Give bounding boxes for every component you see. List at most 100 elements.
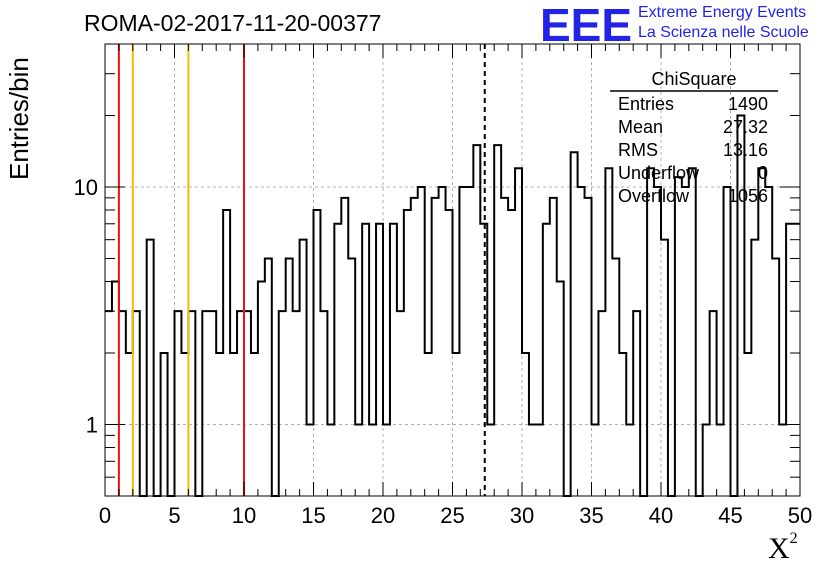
- x-axis: 0 5 10 15 20 25 30 35 40 45 50: [99, 44, 812, 528]
- grid-lines: [105, 44, 800, 496]
- histogram-bars: [105, 114, 800, 497]
- x-tick-label: 5: [168, 503, 180, 528]
- stats-header: ChiSquare: [651, 69, 736, 89]
- eee-logo: EEE: [540, 0, 633, 51]
- stats-box: ChiSquare Entries 1490 Mean 27.32 RMS 13.16 Und…: [610, 69, 778, 206]
- x-axis-label-base: X: [768, 532, 790, 565]
- histogram-bin: [341, 198, 348, 496]
- x-tick-label: 40: [649, 503, 673, 528]
- stats-value: 27.32: [723, 117, 768, 137]
- histogram-bin: [279, 311, 286, 496]
- histogram-bin: [494, 145, 501, 496]
- stats-label: Underflow: [618, 163, 700, 183]
- histogram-bin: [432, 198, 439, 496]
- histogram-bin: [515, 168, 522, 496]
- histogram-bin: [661, 240, 668, 496]
- histogram-bin: [557, 282, 564, 496]
- histogram-bin: [334, 224, 341, 496]
- x-tick-label: 10: [232, 503, 256, 528]
- logo-line-2: La Scienza nelle Scuole: [638, 24, 809, 41]
- histogram-bin: [598, 311, 605, 496]
- x-tick-label: 25: [440, 503, 464, 528]
- histogram-bin: [202, 311, 209, 496]
- histogram-bin: [626, 425, 633, 496]
- histogram-bin: [147, 240, 154, 496]
- histogram-bin: [320, 311, 327, 496]
- logo-line-1: Extreme Energy Events: [638, 4, 807, 21]
- histogram-bin: [585, 198, 592, 496]
- stats-label: Mean: [618, 117, 663, 137]
- histogram-bin: [536, 425, 543, 496]
- x-tick-label: 45: [718, 503, 742, 528]
- x-tick-label: 0: [99, 503, 111, 528]
- stats-value: 13.16: [723, 140, 768, 160]
- histogram-bin: [376, 224, 383, 496]
- histogram-bin: [592, 425, 599, 496]
- x-tick-label: 20: [371, 503, 395, 528]
- histogram-bin: [772, 258, 779, 496]
- histogram-bin: [314, 210, 321, 496]
- histogram-bin: [105, 311, 112, 496]
- histogram-bin: [188, 311, 195, 496]
- histogram-bin: [487, 425, 494, 496]
- histogram-bin: [300, 240, 307, 496]
- stats-value: 1056: [728, 186, 768, 206]
- histogram-bin: [786, 224, 793, 496]
- histogram-bin: [466, 187, 473, 496]
- histogram-bin: [724, 187, 731, 496]
- histogram-bin: [355, 425, 362, 496]
- histogram-bin: [265, 258, 272, 496]
- histogram-bin: [765, 187, 772, 496]
- histogram-bin: [543, 224, 550, 496]
- histogram-bin: [258, 282, 265, 496]
- histogram-bin: [369, 425, 376, 496]
- histogram-bin: [293, 311, 300, 496]
- histogram-bin: [682, 187, 689, 496]
- histogram-bin: [675, 177, 682, 496]
- histogram-bin: [327, 425, 334, 496]
- histogram-bin: [508, 210, 515, 496]
- histogram-bin: [397, 311, 404, 496]
- histogram-bin: [612, 258, 619, 496]
- histogram-bin: [133, 311, 140, 496]
- histogram-bin: [647, 168, 654, 496]
- x-tick-label: 30: [510, 503, 534, 528]
- histogram-bin: [411, 198, 418, 496]
- histogram-bin: [459, 187, 466, 496]
- histogram-bin: [348, 258, 355, 496]
- histogram-bin: [654, 187, 661, 496]
- histogram-step-line: [105, 114, 800, 497]
- histogram-bin: [119, 311, 126, 496]
- histogram-bin: [529, 425, 536, 496]
- histogram-bin: [689, 168, 696, 496]
- histogram-bin: [390, 224, 397, 496]
- histogram-bin: [793, 224, 800, 496]
- x-axis-label: X2: [768, 530, 798, 566]
- x-tick-label: 15: [301, 503, 325, 528]
- histogram-bin: [307, 425, 314, 496]
- histogram-bin: [633, 311, 640, 496]
- histogram-bin: [473, 145, 480, 496]
- histogram-bin: [223, 210, 230, 496]
- histogram-bin: [446, 210, 453, 496]
- x-axis-label-sup: 2: [789, 530, 798, 547]
- y-tick-label: 1: [86, 413, 98, 438]
- y-tick-label: 10: [74, 175, 98, 200]
- histogram-bin: [751, 240, 758, 496]
- histogram-bin: [501, 198, 508, 496]
- histogram-bin: [550, 198, 557, 496]
- histogram-bin: [703, 425, 710, 496]
- histogram-bin: [237, 311, 244, 496]
- reference-lines: [117, 44, 486, 496]
- histogram-bin: [209, 311, 216, 496]
- histogram-bin: [605, 168, 612, 496]
- histogram-bin: [362, 224, 369, 496]
- histogram-bin: [737, 115, 744, 496]
- histogram-bin: [710, 311, 717, 496]
- x-tick-label: 50: [788, 503, 812, 528]
- y-axis: 1 10: [74, 43, 800, 497]
- histogram-bin: [439, 187, 446, 496]
- histogram-bin: [175, 311, 182, 496]
- histogram-bin: [758, 168, 765, 496]
